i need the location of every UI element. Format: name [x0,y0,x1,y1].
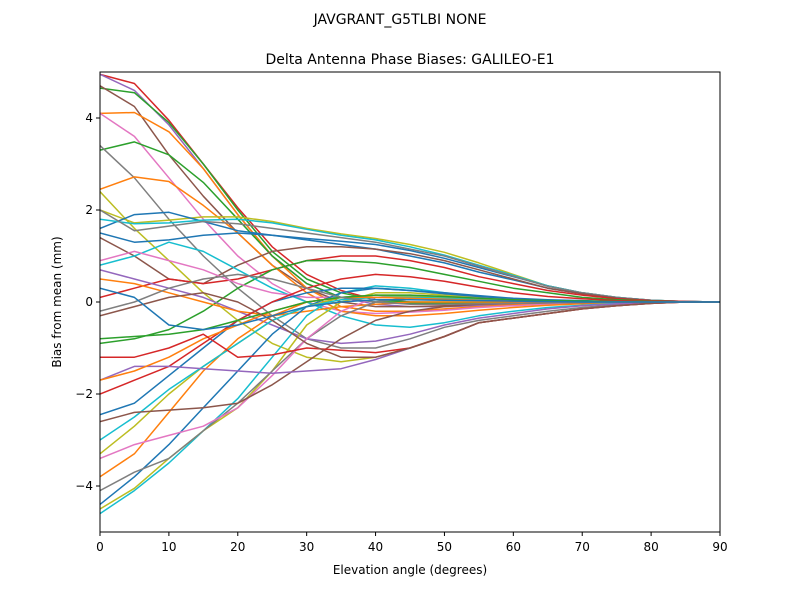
series-line-8 [100,145,720,349]
series-lines [100,73,720,515]
x-tick-label: 50 [437,540,452,554]
x-tick-label: 90 [712,540,727,554]
x-tick-label: 60 [506,540,521,554]
series-line-32 [100,301,720,423]
y-tick-label: −4 [75,479,93,493]
series-line-2 [100,73,720,308]
series-line-33 [100,273,720,395]
x-axis-label: Elevation angle (degrees) [333,563,487,577]
series-line-29 [100,294,720,455]
series-line-40 [100,287,720,331]
series-line-28 [100,294,720,460]
series-line-24 [100,292,720,510]
series-line-34 [100,301,720,381]
y-tick-label: 2 [85,203,93,217]
chart-title: Delta Antenna Phase Biases: GALILEO-E1 [265,52,554,68]
series-line-3 [100,87,720,303]
suptitle: JAVGRANT_G5TLBI NONE [313,12,487,28]
x-axis: 0 10 20 30 40 50 60 70 80 90 [96,532,728,554]
series-line-19 [100,241,720,329]
x-tick-label: 30 [299,540,314,554]
series-line-27 [100,294,720,478]
x-tick-label: 70 [575,540,590,554]
x-tick-label: 40 [368,540,383,554]
x-tick-label: 80 [643,540,658,554]
x-tick-label: 10 [161,540,176,554]
series-line-25 [100,287,720,505]
series-line-18 [100,259,720,345]
y-axis: −4 −2 0 2 4 [75,111,100,493]
series-line-14 [100,209,720,303]
y-axis-label: Bias from mean (mm) [50,236,64,367]
series-line-23 [100,285,720,515]
y-tick-label: 0 [85,295,93,309]
series-line-26 [100,296,720,492]
series-line-1 [100,73,720,305]
y-tick-label: −2 [75,387,93,401]
x-tick-label: 20 [230,540,245,554]
series-line-38 [100,292,720,358]
y-tick-label: 4 [85,111,93,125]
series-line-36 [100,301,720,358]
series-line-21 [100,269,720,345]
series-line-4 [100,85,720,308]
x-tick-label: 0 [96,540,104,554]
series-line-17 [100,255,720,303]
